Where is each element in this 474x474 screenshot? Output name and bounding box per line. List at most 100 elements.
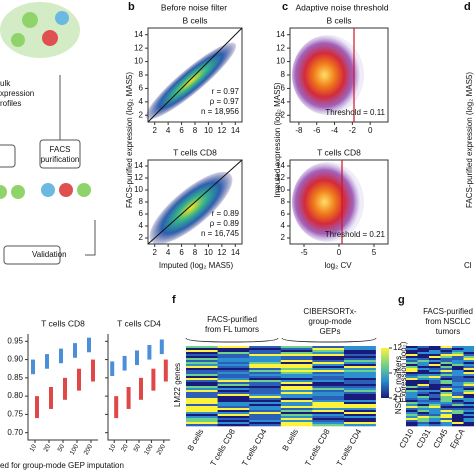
heat-cell [452, 396, 464, 399]
heat-cell [186, 392, 218, 395]
y-tick-label: 0.80 [7, 391, 23, 400]
box-decor [45, 354, 49, 369]
heat-cell [186, 412, 218, 415]
heat-cell [452, 366, 464, 369]
heat-cell [440, 400, 453, 403]
heat-cell [417, 390, 430, 393]
heat-cell [417, 372, 430, 375]
heat-cell [344, 418, 376, 421]
heat-cell [217, 382, 250, 385]
heat-cell [249, 406, 282, 409]
y-axis-label: LM22 genes [173, 363, 182, 407]
heat-cell [440, 418, 453, 421]
heat-cell [249, 378, 282, 381]
heat-cell [440, 424, 453, 427]
heat-cell [312, 386, 345, 389]
heat-cell [406, 406, 418, 409]
box-decor [122, 355, 127, 371]
heat-cell [452, 348, 464, 351]
box-decor [49, 387, 53, 409]
heat-cell [440, 386, 453, 389]
heat-cell [249, 424, 282, 427]
heat-cell [452, 416, 464, 419]
x-tick-label: -2 [349, 126, 357, 135]
heat-cell [417, 410, 430, 413]
heat-cell [280, 362, 313, 365]
heat-cell [217, 416, 250, 419]
heat-cell [406, 418, 418, 421]
heat-cell [280, 350, 313, 353]
heat-cell [440, 414, 453, 417]
heat-cell [312, 420, 345, 423]
panel-label: b [128, 1, 135, 13]
heat-cell [452, 354, 464, 357]
heat-cell [217, 374, 250, 377]
heat-cell [417, 364, 430, 367]
heat-cell [217, 398, 250, 401]
box-decor [114, 396, 119, 419]
heat-cell [186, 394, 218, 397]
heat-cell [217, 356, 250, 359]
heat-cell [280, 376, 313, 379]
heat-cell [344, 408, 376, 411]
heat-cell [217, 372, 250, 375]
heat-cell [312, 402, 345, 405]
y-tick-label: 6 [281, 209, 286, 218]
box-decor [151, 368, 156, 391]
heat-cell [280, 418, 313, 421]
heat-cell [312, 408, 345, 411]
heat-cell [429, 376, 441, 379]
heat-cell [249, 416, 282, 419]
heat-cell [344, 392, 376, 395]
heat-cell [344, 384, 376, 387]
heat-cell [406, 360, 418, 363]
heat-cell [312, 370, 345, 373]
heat-cell [463, 350, 474, 353]
heat-cell [280, 358, 313, 361]
identity-line [147, 159, 243, 245]
heat-cell [280, 402, 313, 405]
heat-cell [440, 410, 453, 413]
heat-cell [217, 394, 250, 397]
heat-cell [417, 350, 430, 353]
heat-cell [429, 358, 441, 361]
x-tick-label: 12 [217, 126, 226, 135]
heat-cell [429, 380, 441, 383]
plot-title: T cells CD8 [41, 318, 85, 328]
heat-cell [344, 412, 376, 415]
heat-cell [429, 422, 441, 425]
heat-cell [249, 402, 282, 405]
heat-cell [406, 384, 418, 387]
heat-cell [312, 388, 345, 391]
heat-cell [186, 380, 218, 383]
y-tick-label: 12 [276, 43, 285, 52]
heat-cell [440, 346, 453, 349]
plot-title: T cells CD8 [317, 147, 361, 157]
density-cloud [292, 35, 364, 115]
heat-cell [417, 396, 430, 399]
heat-cell [344, 354, 376, 357]
heat-cell [312, 416, 345, 419]
heat-cell [312, 356, 345, 359]
heat-cell [452, 386, 464, 389]
heat-cell [463, 368, 474, 371]
heat-cell [406, 362, 418, 365]
heat-cell [429, 404, 441, 407]
heat-cell [452, 384, 464, 387]
heat-cell [417, 358, 430, 361]
heat-cell [312, 366, 345, 369]
heat-cell [417, 374, 430, 377]
heat-cell [217, 424, 250, 427]
y-tick-label: 8 [281, 197, 286, 206]
heat-cell [406, 408, 418, 411]
heat-cell [312, 360, 345, 363]
heat-cell [417, 398, 430, 401]
heat-cell [452, 372, 464, 375]
heat-cell [249, 362, 282, 365]
heat-cell [344, 404, 376, 407]
y-tick-label: 0.75 [7, 410, 23, 419]
heat-cell [429, 386, 441, 389]
heat-cell [452, 408, 464, 411]
x-tick-label: -4 [331, 126, 339, 135]
column-label: CD31 [415, 427, 433, 450]
